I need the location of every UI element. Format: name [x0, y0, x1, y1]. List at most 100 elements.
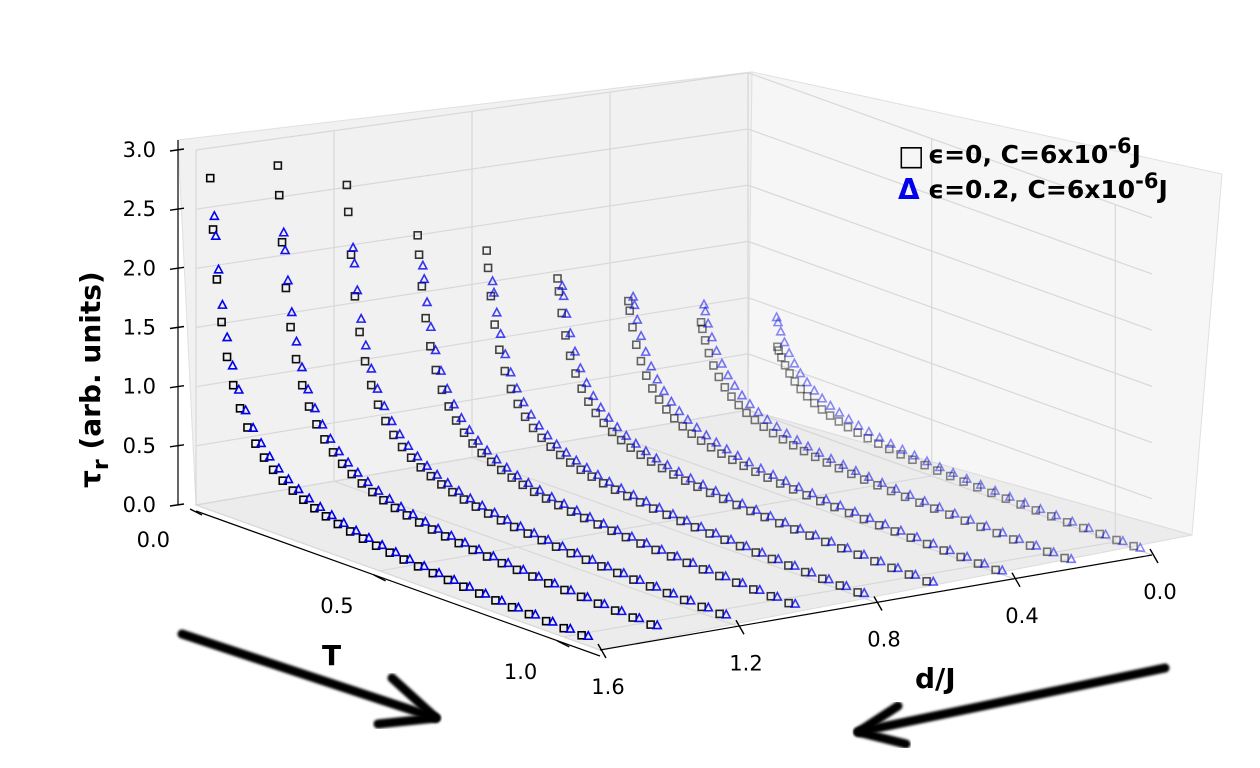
t-tick-mark — [556, 640, 570, 648]
point-square — [212, 275, 222, 284]
point-triangle — [564, 622, 576, 633]
point-triangle — [996, 564, 1008, 575]
point-square — [904, 570, 914, 579]
axis-lines — [177, 140, 1153, 657]
point-triangle — [919, 495, 930, 506]
point-triangle — [771, 311, 782, 322]
point-square — [766, 591, 776, 601]
point-triangle — [794, 522, 806, 533]
point-square — [277, 237, 287, 247]
point-triangle — [864, 512, 876, 523]
point-triangle — [823, 573, 835, 584]
point-triangle — [772, 316, 784, 327]
point-square — [646, 620, 655, 629]
point-triangle — [480, 587, 491, 598]
point-triangle — [403, 439, 414, 450]
point-square — [853, 428, 862, 438]
point-triangle — [569, 345, 581, 356]
point-triangle — [863, 425, 875, 436]
point-triangle — [741, 540, 752, 551]
point-triangle — [533, 419, 545, 430]
point-triangle — [489, 506, 500, 517]
point-triangle — [841, 580, 852, 591]
point-square — [709, 361, 718, 370]
point-triangle — [754, 583, 766, 594]
point-triangle — [386, 415, 398, 426]
point-triangle — [618, 567, 630, 578]
point-triangle — [317, 418, 328, 429]
point-triangle — [501, 461, 513, 472]
point-triangle — [927, 537, 939, 548]
point-triangle — [654, 501, 665, 512]
point-square — [973, 482, 982, 492]
point-triangle — [979, 557, 990, 568]
arrow-increasing-T — [177, 629, 441, 729]
point-triangle — [813, 446, 825, 457]
point-triangle — [384, 493, 395, 504]
t-tick-label: 1.0 — [504, 660, 537, 684]
point-triangle — [448, 573, 460, 584]
point-square — [915, 498, 924, 507]
point-triangle — [743, 456, 755, 467]
point-triangle — [645, 360, 657, 371]
legend-triangle-symbol: Δ — [898, 173, 920, 206]
point-triangle — [278, 226, 290, 237]
point-triangle — [221, 331, 233, 342]
point-triangle — [801, 376, 813, 387]
point-triangle — [772, 553, 784, 564]
point-triangle — [372, 382, 383, 393]
point-triangle — [546, 491, 558, 502]
point-square — [444, 402, 454, 411]
point-square — [932, 466, 942, 475]
z-tick-mark — [169, 148, 185, 152]
point-square — [555, 450, 565, 460]
point-triangle — [558, 290, 570, 301]
point-square — [631, 340, 641, 350]
point-square — [607, 427, 617, 437]
point-triangle — [904, 489, 916, 500]
point-square — [281, 283, 291, 293]
point-square — [802, 391, 812, 401]
point-triangle — [927, 575, 939, 586]
point-triangle — [662, 459, 673, 470]
point-triangle — [779, 336, 790, 347]
point-triangle — [961, 550, 973, 561]
point-triangle — [431, 468, 443, 479]
point-square — [1031, 506, 1041, 515]
point-triangle — [418, 560, 430, 571]
point-square — [900, 492, 910, 502]
point-square — [610, 606, 620, 615]
point-triangle — [651, 373, 663, 384]
point-triangle — [435, 364, 447, 375]
point-square — [228, 380, 238, 390]
point-triangle — [349, 257, 360, 268]
point-triangle — [816, 392, 828, 403]
point-triangle — [628, 489, 639, 500]
point-triangle — [791, 434, 803, 445]
point-triangle — [834, 406, 845, 417]
point-square — [571, 369, 580, 378]
point-triangle — [491, 453, 502, 464]
point-triangle — [217, 298, 228, 309]
point-square — [648, 384, 657, 393]
point-triangle — [338, 517, 350, 528]
point-triangle — [430, 344, 441, 355]
point-square — [576, 592, 586, 602]
point-triangle — [732, 450, 744, 461]
point-triangle — [685, 594, 697, 605]
point-triangle — [282, 274, 294, 285]
point-triangle — [502, 513, 513, 524]
point-triangle — [825, 399, 836, 410]
point-triangle — [227, 359, 238, 370]
point-triangle — [502, 557, 514, 568]
point-square — [636, 356, 646, 366]
point-triangle — [571, 547, 583, 558]
point-square — [645, 582, 655, 591]
point-triangle — [303, 492, 315, 503]
point-square — [355, 327, 364, 337]
point-square — [679, 595, 689, 605]
point-square — [616, 435, 626, 445]
point-triangle — [417, 259, 429, 270]
z-tick-label: 1.5 — [123, 316, 156, 340]
d-tick-label: 0.8 — [867, 628, 900, 652]
